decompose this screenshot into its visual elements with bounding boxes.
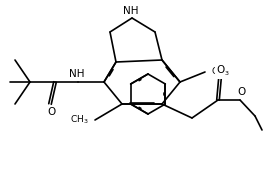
Text: NH: NH [123,5,139,15]
Text: NH: NH [69,69,85,79]
Text: O: O [237,87,245,97]
Text: O: O [216,65,224,75]
Text: O: O [47,107,55,117]
Text: CH$_3$: CH$_3$ [70,114,89,126]
Text: CH$_3$: CH$_3$ [211,66,230,78]
